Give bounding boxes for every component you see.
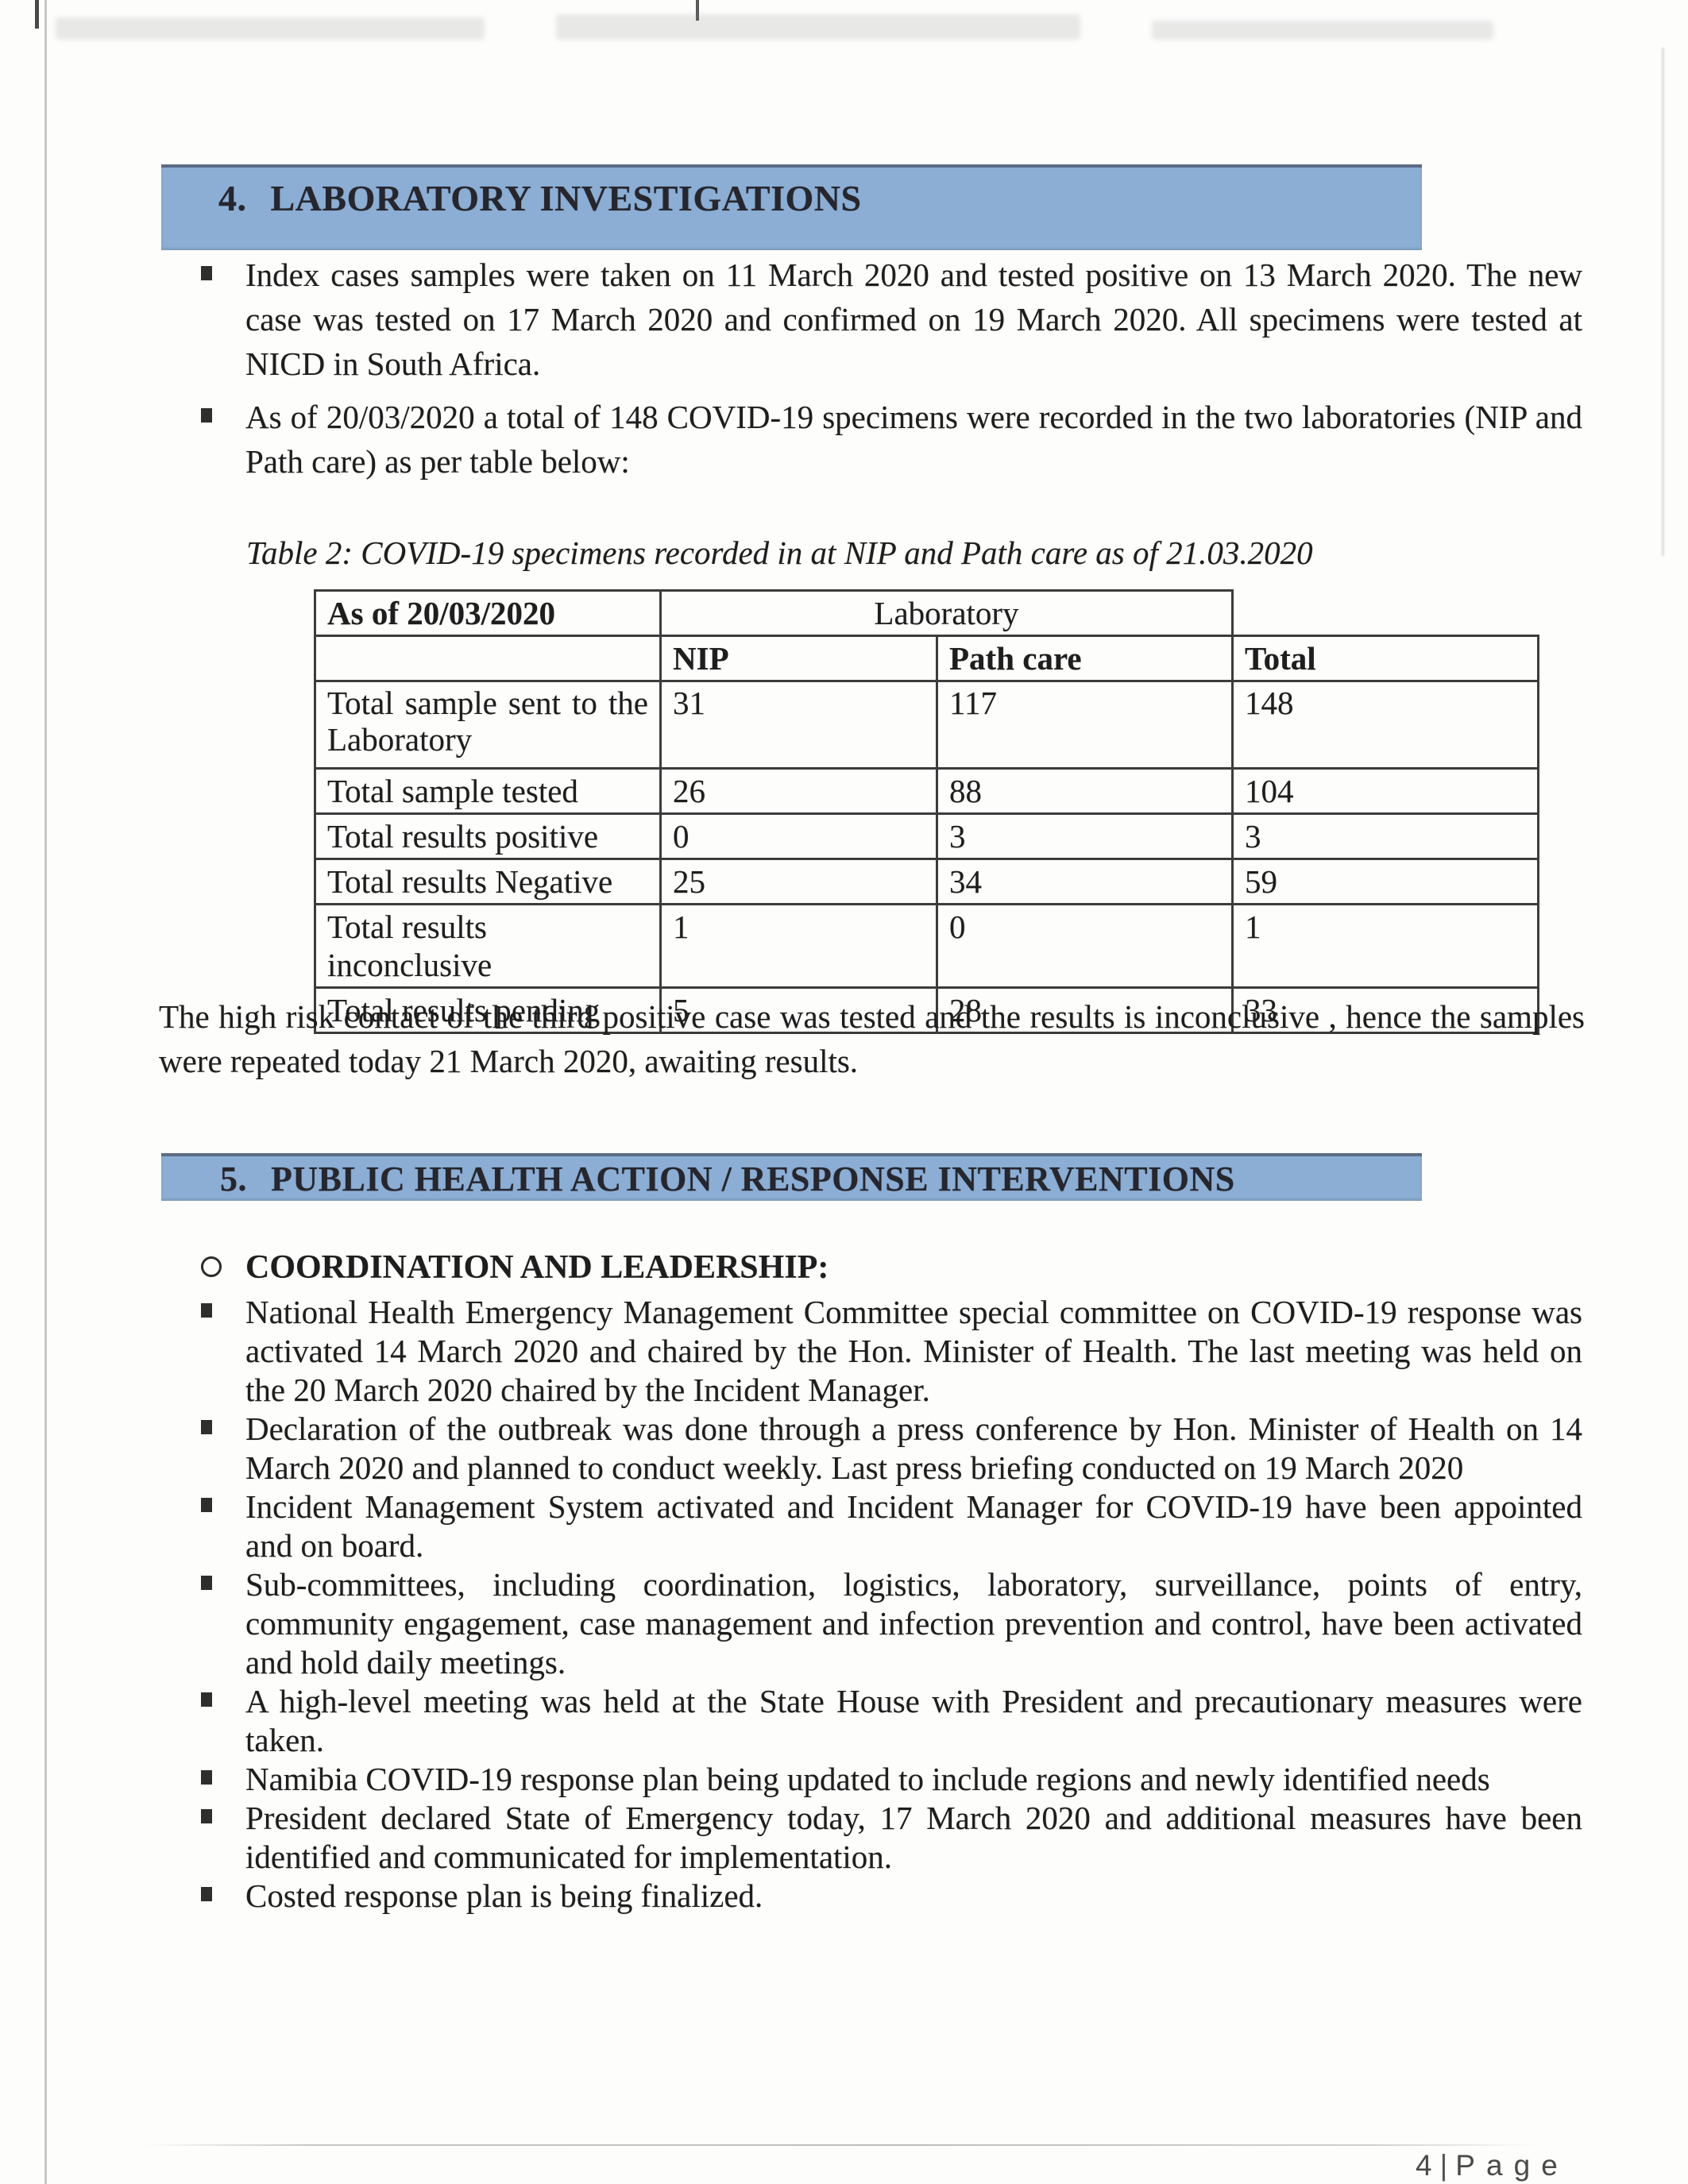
bullet-text: National Health Emergency Management Com…	[245, 1294, 1582, 1408]
cell-pathcare: 0	[936, 903, 1234, 989]
table-col-header-nip: NIP	[659, 635, 938, 682]
coordination-subheading: COORDINATION AND LEADERSHIP:	[196, 1248, 1547, 1287]
scan-page-edge-line	[44, 0, 47, 2184]
cell-nip: 5	[659, 986, 938, 1034]
bullet-text: As of 20/03/2020 a total of 148 COVID-19…	[245, 399, 1582, 480]
table-col-header-total: Total	[1231, 635, 1539, 682]
circle-bullet-icon	[201, 1256, 222, 1277]
section5-header-bar: 5. PUBLIC HEALTH ACTION / RESPONSE INTERV…	[161, 1153, 1422, 1201]
bullet-item: Index cases samples were taken on 11 Mar…	[196, 253, 1582, 386]
table-row: Total sample sent to the Laboratory 31 1…	[314, 680, 1539, 770]
table-empty-header-cell	[314, 635, 662, 682]
bullet-text: Sub-committees, including coordination, …	[245, 1566, 1582, 1680]
cell-total: 104	[1231, 767, 1539, 815]
table-column-header-row: NIP Path care Total	[314, 635, 1539, 682]
bullet-item: Declaration of the outbreak was done thr…	[196, 1410, 1582, 1488]
table-row: Total results Negative 25 34 59	[314, 858, 1539, 905]
cell-total: 59	[1231, 858, 1539, 905]
cell-nip: 1	[659, 903, 938, 989]
row-label: Total sample tested	[314, 767, 662, 815]
scan-mark-top-left	[35, 0, 39, 29]
row-label: Total results Negative	[314, 858, 662, 905]
table-row: Total sample tested 26 88 104	[314, 767, 1539, 815]
footer-separator: |	[1439, 2149, 1448, 2182]
cell-nip: 26	[659, 767, 938, 815]
cell-nip: 25	[659, 858, 938, 905]
cell-pathcare: 3	[936, 812, 1234, 860]
scan-mark-top-middle	[696, 0, 699, 21]
scan-streak-right	[1662, 48, 1664, 556]
row-label: Total sample sent to the Laboratory	[314, 680, 662, 770]
section4-number: 4.	[218, 178, 247, 218]
section5-number: 5.	[220, 1160, 247, 1198]
cell-pathcare: 34	[936, 858, 1234, 905]
table-corner-header: As of 20/03/2020	[314, 589, 662, 637]
cell-total: 1	[1231, 903, 1539, 989]
section4-title: LABORATORY INVESTIGATIONS	[270, 178, 862, 218]
bullet-text: Costed response plan is being finalized.	[245, 1877, 763, 1914]
bullet-item: National Health Emergency Management Com…	[196, 1293, 1582, 1410]
bullet-item: As of 20/03/2020 a total of 148 COVID-19…	[196, 395, 1582, 484]
cell-total: 148	[1231, 680, 1539, 770]
scan-noise-band	[56, 17, 485, 40]
cell-nip: 0	[659, 812, 938, 860]
row-label: Total results pending	[314, 986, 662, 1034]
bullet-text: President declared State of Emergency to…	[245, 1800, 1582, 1875]
table-group-header: Laboratory	[659, 589, 1234, 637]
section4-bullet-list: Index cases samples were taken on 11 Mar…	[196, 253, 1582, 492]
subheading-text: COORDINATION AND LEADERSHIP:	[245, 1249, 829, 1286]
bullet-item: A high-level meeting was held at the Sta…	[196, 1682, 1582, 1760]
section5-title: PUBLIC HEALTH ACTION / RESPONSE INTERVEN…	[271, 1160, 1235, 1198]
section5-bullet-list: National Health Emergency Management Com…	[196, 1293, 1582, 1916]
footer-divider-line	[143, 2144, 1537, 2146]
page-number-footer: 4 | Page	[1416, 2149, 1569, 2182]
row-label: Total results positive	[314, 812, 662, 860]
scan-noise-band	[1152, 21, 1493, 40]
cell-pathcare: 28	[936, 986, 1234, 1034]
bullet-item: Sub-committees, including coordination, …	[196, 1565, 1582, 1682]
page-label: Page	[1455, 2149, 1569, 2182]
bullet-item: Incident Management System activated and…	[196, 1488, 1582, 1565]
row-label: Total results inconclusive	[314, 903, 662, 989]
page-number: 4	[1416, 2149, 1432, 2182]
section4-header-bar: 4. LABORATORY INVESTIGATIONS	[161, 164, 1422, 250]
table-row: Total results pending 5 28 33	[314, 986, 1539, 1034]
cell-pathcare: 88	[936, 767, 1234, 815]
cell-pathcare: 117	[936, 680, 1234, 770]
table-row: Total results inconclusive 1 0 1	[314, 903, 1539, 989]
table-row-group-header: As of 20/03/2020 Laboratory	[314, 589, 1539, 637]
bullet-text: Index cases samples were taken on 11 Mar…	[245, 257, 1582, 382]
specimens-table: As of 20/03/2020 Laboratory NIP Path car…	[314, 589, 1539, 1034]
table-col-header-pathcare: Path care	[936, 635, 1234, 682]
bullet-text: A high-level meeting was held at the Sta…	[245, 1683, 1582, 1758]
bullet-text: Namibia COVID-19 response plan being upd…	[245, 1761, 1490, 1797]
table-caption: Table 2: COVID-19 specimens recorded in …	[246, 534, 1313, 571]
scan-noise-band	[556, 14, 1080, 40]
table-ghost-cell	[1233, 591, 1539, 636]
cell-total: 3	[1231, 812, 1539, 860]
bullet-text: Declaration of the outbreak was done thr…	[245, 1410, 1582, 1486]
bullet-item: Namibia COVID-19 response plan being upd…	[196, 1760, 1582, 1799]
cell-nip: 31	[659, 680, 938, 770]
bullet-item: President declared State of Emergency to…	[196, 1799, 1582, 1877]
bullet-item: Costed response plan is being finalized.	[196, 1877, 1582, 1916]
table-row: Total results positive 0 3 3	[314, 812, 1539, 860]
cell-total: 33	[1231, 986, 1539, 1034]
note-paragraph: The high risk contact of the third posit…	[159, 998, 1585, 1079]
bullet-text: Incident Management System activated and…	[245, 1488, 1582, 1564]
